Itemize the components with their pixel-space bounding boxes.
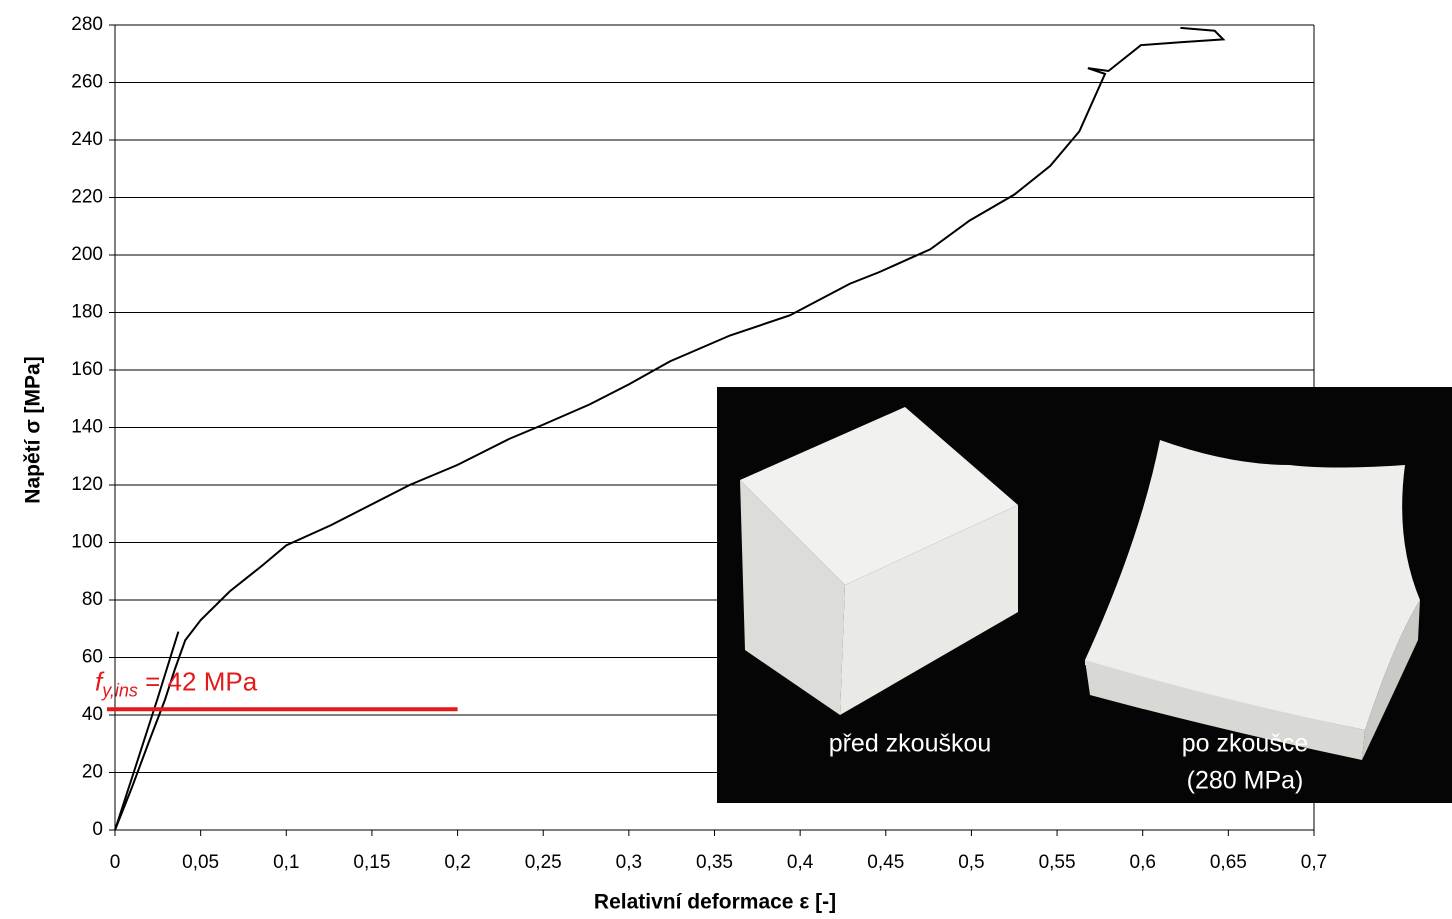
- x-tick-label: 0,35: [696, 852, 733, 873]
- x-tick-label: 0,45: [867, 852, 904, 873]
- y-tick-label: 120: [71, 474, 103, 495]
- x-tick-label: 0,55: [1039, 852, 1076, 873]
- annotation-text: = 42 MPa: [138, 666, 258, 696]
- x-axis-title: Relativní deformace ε [-]: [594, 891, 836, 914]
- x-tick-label: 0: [110, 852, 121, 873]
- y-tick-label: 80: [82, 589, 103, 610]
- annotation-label: fy,ins = 42 MPa: [95, 666, 258, 700]
- y-tick-label: 200: [71, 244, 103, 265]
- photo-label: po zkoušce: [1182, 730, 1308, 758]
- photo-label: před zkouškou: [829, 730, 992, 758]
- y-axis-title: Napětí σ [MPa]: [22, 356, 45, 503]
- data-line: [115, 632, 178, 830]
- annotation-subscript: y,ins: [100, 680, 138, 700]
- y-tick-label: 280: [71, 14, 103, 35]
- x-tick-label: 0,1: [273, 852, 299, 873]
- y-tick-label: 160: [71, 359, 103, 380]
- x-tick-label: 0,05: [182, 852, 219, 873]
- photo-label: (280 MPa): [1187, 767, 1304, 795]
- x-tick-label: 0,65: [1210, 852, 1247, 873]
- y-tick-label: 260: [71, 72, 103, 93]
- y-tick-label: 20: [82, 762, 103, 783]
- x-tick-label: 0,5: [958, 852, 984, 873]
- page: {"chart_data": { "type": "line", "x_labe…: [0, 0, 1452, 919]
- y-tick-label: 220: [71, 187, 103, 208]
- y-tick-label: 40: [82, 704, 103, 725]
- photo-inset: před zkouškou po zkoušce (280 MPa): [717, 387, 1452, 803]
- x-tick-label: 0,15: [353, 852, 390, 873]
- y-tick-label: 180: [71, 302, 103, 323]
- y-tick-label: 100: [71, 532, 103, 553]
- y-tick-label: 140: [71, 417, 103, 438]
- x-tick-label: 0,6: [1130, 852, 1156, 873]
- y-tick-label: 240: [71, 129, 103, 150]
- chart: Relativní deformace ε [-] Napětí σ [MPa]…: [0, 0, 1452, 919]
- x-tick-label: 0,3: [616, 852, 642, 873]
- y-tick-label: 60: [82, 647, 103, 668]
- y-tick-label: 0: [92, 819, 103, 840]
- x-tick-label: 0,4: [787, 852, 814, 873]
- x-tick-label: 0,25: [525, 852, 562, 873]
- x-tick-label: 0,2: [444, 852, 470, 873]
- x-tick-label: 0,7: [1301, 852, 1327, 873]
